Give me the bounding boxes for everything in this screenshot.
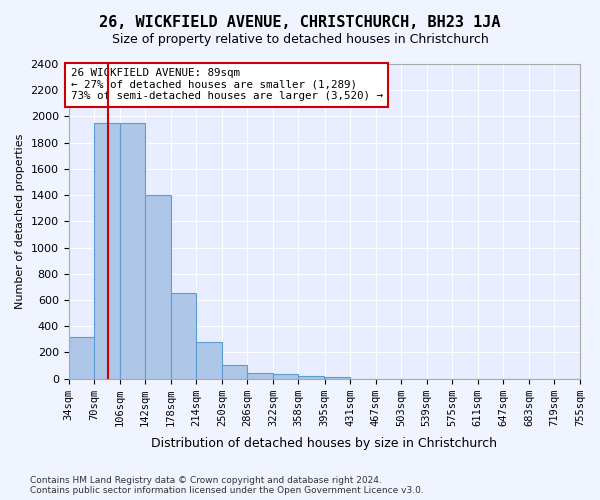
X-axis label: Distribution of detached houses by size in Christchurch: Distribution of detached houses by size … [151, 437, 497, 450]
Text: 26, WICKFIELD AVENUE, CHRISTCHURCH, BH23 1JA: 26, WICKFIELD AVENUE, CHRISTCHURCH, BH23… [99, 15, 501, 30]
Text: Size of property relative to detached houses in Christchurch: Size of property relative to detached ho… [112, 32, 488, 46]
Text: 26 WICKFIELD AVENUE: 89sqm
← 27% of detached houses are smaller (1,289)
73% of s: 26 WICKFIELD AVENUE: 89sqm ← 27% of deta… [71, 68, 383, 101]
Text: Contains HM Land Registry data © Crown copyright and database right 2024.
Contai: Contains HM Land Registry data © Crown c… [30, 476, 424, 495]
Bar [273, 374, 298, 378]
Bar [298, 376, 324, 378]
Bar [119, 123, 145, 378]
Y-axis label: Number of detached properties: Number of detached properties [15, 134, 25, 309]
Bar [145, 195, 170, 378]
Bar [68, 336, 94, 378]
Bar [94, 123, 119, 378]
Bar [222, 365, 247, 378]
Bar [196, 342, 222, 378]
Bar [170, 294, 196, 378]
Bar [247, 373, 273, 378]
